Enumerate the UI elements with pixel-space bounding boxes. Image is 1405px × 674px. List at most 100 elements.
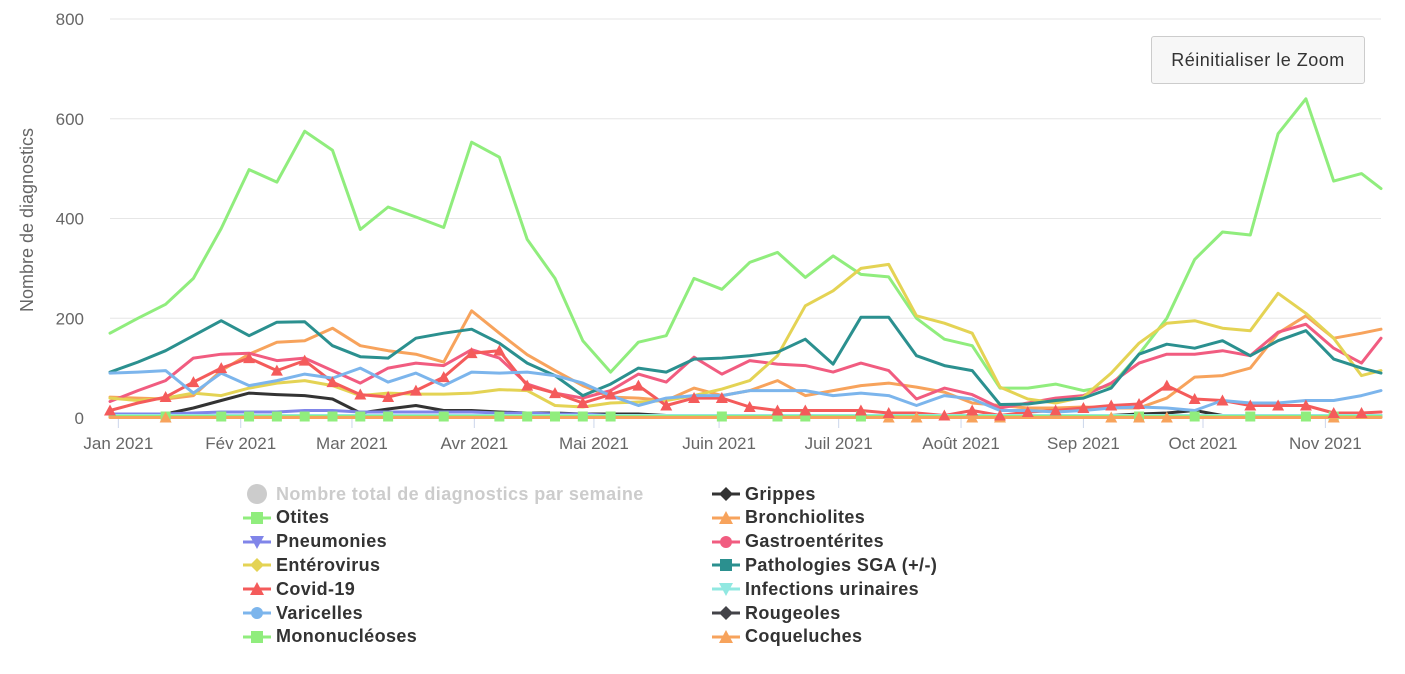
- legend-marker[interactable]: [720, 559, 732, 572]
- legend-marker[interactable]: [719, 583, 733, 597]
- legend-marker[interactable]: [251, 630, 263, 643]
- data-point-covid-19[interactable]: [465, 347, 478, 359]
- data-point-covid-19[interactable]: [1355, 407, 1368, 419]
- data-point-covid-19[interactable]: [938, 409, 951, 421]
- legend-marker[interactable]: [720, 535, 732, 548]
- data-point-covid-19[interactable]: [104, 404, 116, 416]
- data-point-covid-19[interactable]: [493, 344, 506, 356]
- legend-item-pathologies-sga[interactable]: Pathologies SGA (+/-): [712, 553, 937, 577]
- data-point-mononucleoses[interactable]: [327, 411, 338, 422]
- data-point-covid-19[interactable]: [187, 376, 200, 388]
- data-point-covid-19[interactable]: [854, 404, 867, 416]
- data-point-mononucleoses[interactable]: [383, 411, 394, 422]
- data-point-covid-19[interactable]: [1327, 407, 1340, 419]
- legend-marker[interactable]: [719, 629, 733, 643]
- legend-marker[interactable]: [251, 607, 263, 619]
- legend-marker[interactable]: [247, 484, 267, 504]
- legend-marker[interactable]: [719, 487, 733, 501]
- data-point-mononucleoses[interactable]: [1245, 411, 1256, 422]
- data-point-covid-19[interactable]: [966, 404, 979, 416]
- data-point-covid-19[interactable]: [1021, 406, 1034, 418]
- data-point-mononucleoses[interactable]: [244, 411, 255, 422]
- data-point-coqueluches[interactable]: [159, 411, 172, 423]
- data-point-mononucleoses[interactable]: [549, 411, 560, 422]
- data-point-mononucleoses[interactable]: [271, 411, 282, 422]
- legend-item-grippes[interactable]: Grippes: [712, 482, 816, 506]
- data-point-covid-19[interactable]: [1216, 394, 1229, 406]
- legend-item-rougeoles[interactable]: Rougeoles: [712, 601, 841, 625]
- data-point-mononucleoses[interactable]: [522, 411, 533, 422]
- data-point-covid-19[interactable]: [159, 391, 172, 403]
- data-point-covid-19[interactable]: [632, 379, 645, 391]
- legend-item-nombre-total-de-diagnostics-par-semaine[interactable]: Nombre total de diagnostics par semaine: [243, 482, 644, 506]
- legend-marker[interactable]: [719, 606, 733, 620]
- data-point-covid-19[interactable]: [382, 391, 395, 403]
- data-point-covid-19[interactable]: [437, 371, 450, 383]
- data-point-covid-19[interactable]: [799, 404, 812, 416]
- data-point-covid-19[interactable]: [354, 388, 367, 400]
- data-point-mononucleoses[interactable]: [772, 411, 783, 422]
- data-point-covid-19[interactable]: [1299, 399, 1312, 411]
- legend-item-covid-19[interactable]: Covid-19: [243, 577, 355, 601]
- legend-marker[interactable]: [719, 510, 733, 524]
- data-point-coqueluches[interactable]: [966, 411, 979, 423]
- data-point-covid-19[interactable]: [715, 392, 728, 404]
- legend-item-otites[interactable]: Otites: [243, 506, 329, 530]
- legend-item-bronchiolites[interactable]: Bronchiolites: [712, 506, 865, 530]
- data-point-covid-19[interactable]: [1049, 404, 1062, 416]
- data-point-covid-19[interactable]: [993, 409, 1006, 421]
- legend-item-enterovirus[interactable]: Entérovirus: [243, 553, 380, 577]
- data-point-covid-19[interactable]: [215, 362, 228, 374]
- data-point-covid-19[interactable]: [548, 387, 561, 399]
- data-point-covid-19[interactable]: [1133, 398, 1146, 410]
- data-point-mononucleoses[interactable]: [1189, 411, 1200, 422]
- data-point-coqueluches[interactable]: [1105, 411, 1118, 423]
- data-point-mononucleoses[interactable]: [800, 411, 811, 422]
- series-line-gastroenterites[interactable]: [108, 322, 1383, 410]
- data-point-mononucleoses[interactable]: [216, 411, 227, 422]
- data-point-mononucleoses[interactable]: [577, 411, 588, 422]
- legend-marker[interactable]: [251, 511, 263, 524]
- data-point-mononucleoses[interactable]: [1300, 411, 1311, 422]
- data-point-coqueluches[interactable]: [910, 411, 923, 423]
- data-point-covid-19[interactable]: [604, 388, 617, 400]
- series-line-enterovirus[interactable]: [108, 262, 1383, 409]
- data-point-covid-19[interactable]: [660, 399, 673, 411]
- legend-item-pneumonies[interactable]: Pneumonies: [243, 530, 387, 554]
- data-point-covid-19[interactable]: [1188, 393, 1201, 405]
- data-point-covid-19[interactable]: [1160, 379, 1173, 391]
- data-point-mononucleoses[interactable]: [494, 411, 505, 422]
- legend-item-varicelles[interactable]: Varicelles: [243, 601, 363, 625]
- reset-zoom-button[interactable]: Réinitialiser le Zoom: [1151, 36, 1365, 84]
- data-point-covid-19[interactable]: [882, 407, 895, 419]
- legend-item-infections-urinaires[interactable]: Infections urinaires: [712, 577, 919, 601]
- data-point-covid-19[interactable]: [1272, 399, 1285, 411]
- series-line-pathologies-sga[interactable]: [108, 315, 1383, 406]
- legend-item-mononucleoses[interactable]: Mononucléoses: [243, 625, 417, 649]
- data-point-coqueluches[interactable]: [1133, 411, 1146, 423]
- data-point-covid-19[interactable]: [521, 379, 534, 391]
- data-point-covid-19[interactable]: [771, 404, 784, 416]
- data-point-covid-19[interactable]: [409, 384, 422, 396]
- data-point-covid-19[interactable]: [298, 354, 311, 366]
- data-point-covid-19[interactable]: [270, 364, 283, 376]
- data-point-covid-19[interactable]: [688, 392, 701, 404]
- data-point-covid-19[interactable]: [1244, 399, 1257, 411]
- data-point-mononucleoses[interactable]: [605, 411, 616, 422]
- data-point-covid-19[interactable]: [743, 401, 756, 413]
- legend-marker[interactable]: [250, 535, 264, 549]
- data-point-mononucleoses[interactable]: [438, 411, 449, 422]
- data-point-mononucleoses[interactable]: [716, 411, 727, 422]
- series-line-otites[interactable]: [108, 97, 1383, 393]
- data-point-covid-19[interactable]: [1077, 402, 1090, 414]
- series-line-varicelles[interactable]: [108, 366, 1383, 414]
- data-point-covid-19[interactable]: [576, 397, 589, 409]
- data-point-mononucleoses[interactable]: [299, 411, 310, 422]
- data-point-covid-19[interactable]: [326, 376, 339, 388]
- data-point-covid-19[interactable]: [1105, 399, 1118, 411]
- legend-marker[interactable]: [250, 582, 264, 596]
- legend-item-gastroenterites[interactable]: Gastroentérites: [712, 530, 884, 554]
- legend-marker[interactable]: [250, 558, 264, 573]
- legend-item-coqueluches[interactable]: Coqueluches: [712, 625, 862, 649]
- data-point-coqueluches[interactable]: [1160, 411, 1173, 423]
